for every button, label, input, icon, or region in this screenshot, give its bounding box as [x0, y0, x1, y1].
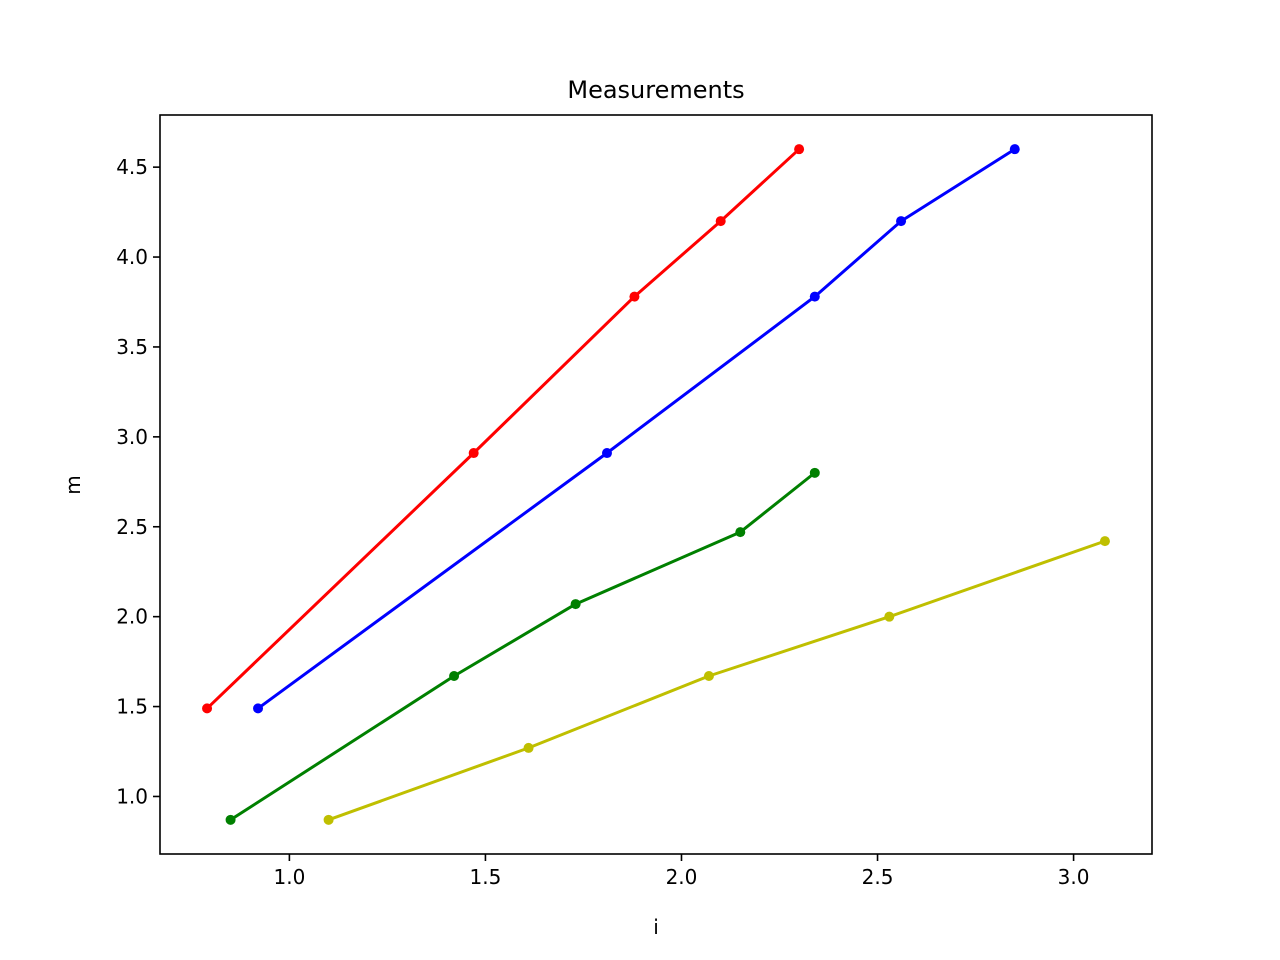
- series-3-point: [449, 670, 460, 681]
- series-4-point: [1099, 536, 1110, 547]
- y-tick-label: 1.0: [116, 784, 148, 808]
- y-tick-label: 2.5: [116, 515, 148, 539]
- x-tick-label: 2.5: [862, 865, 894, 889]
- series-4-point: [323, 814, 334, 825]
- plot-area: [202, 144, 1110, 825]
- series-4-point: [884, 611, 895, 622]
- series-2-point: [1009, 144, 1020, 155]
- y-tick-label: 3.0: [116, 425, 148, 449]
- series-1-point: [468, 448, 479, 459]
- y-tick-label: 1.5: [116, 695, 148, 719]
- series-4-point: [523, 742, 534, 753]
- y-tick-label: 4.5: [116, 155, 148, 179]
- series-3-point: [735, 527, 746, 538]
- series-3-point: [570, 599, 581, 610]
- y-axis-label: m: [61, 475, 85, 494]
- x-tick-label: 3.0: [1058, 865, 1090, 889]
- series-2-point: [896, 216, 907, 227]
- series-3-line: [228, 470, 817, 822]
- series-2-line: [255, 147, 1017, 711]
- series-3-point: [225, 814, 236, 825]
- series-2-point: [253, 703, 264, 714]
- series-2-point: [809, 291, 820, 302]
- chart-title: Measurements: [567, 76, 744, 104]
- series-3-point: [809, 467, 820, 478]
- series-4-point: [703, 670, 714, 681]
- x-axis: 1.0 1.5 2.0 2.5 3.0: [273, 854, 1089, 889]
- y-tick-label: 4.0: [116, 245, 148, 269]
- x-tick-label: 1.0: [273, 865, 305, 889]
- series-1-line: [204, 147, 802, 711]
- series-1-point: [794, 144, 805, 155]
- x-tick-label: 2.0: [666, 865, 698, 889]
- y-tick-label: 3.5: [116, 335, 148, 359]
- x-tick-label: 1.5: [470, 865, 502, 889]
- series-1-point: [629, 291, 640, 302]
- y-tick-label: 2.0: [116, 605, 148, 629]
- x-axis-label: i: [653, 915, 659, 939]
- series-1-point: [202, 703, 213, 714]
- y-axis: 1.0 1.5 2.0 2.5 3.0 3.5 4.0 4.5: [116, 155, 160, 808]
- series-1-point: [715, 216, 726, 227]
- axes-frame: [159, 114, 1153, 855]
- series-2-point: [601, 448, 612, 459]
